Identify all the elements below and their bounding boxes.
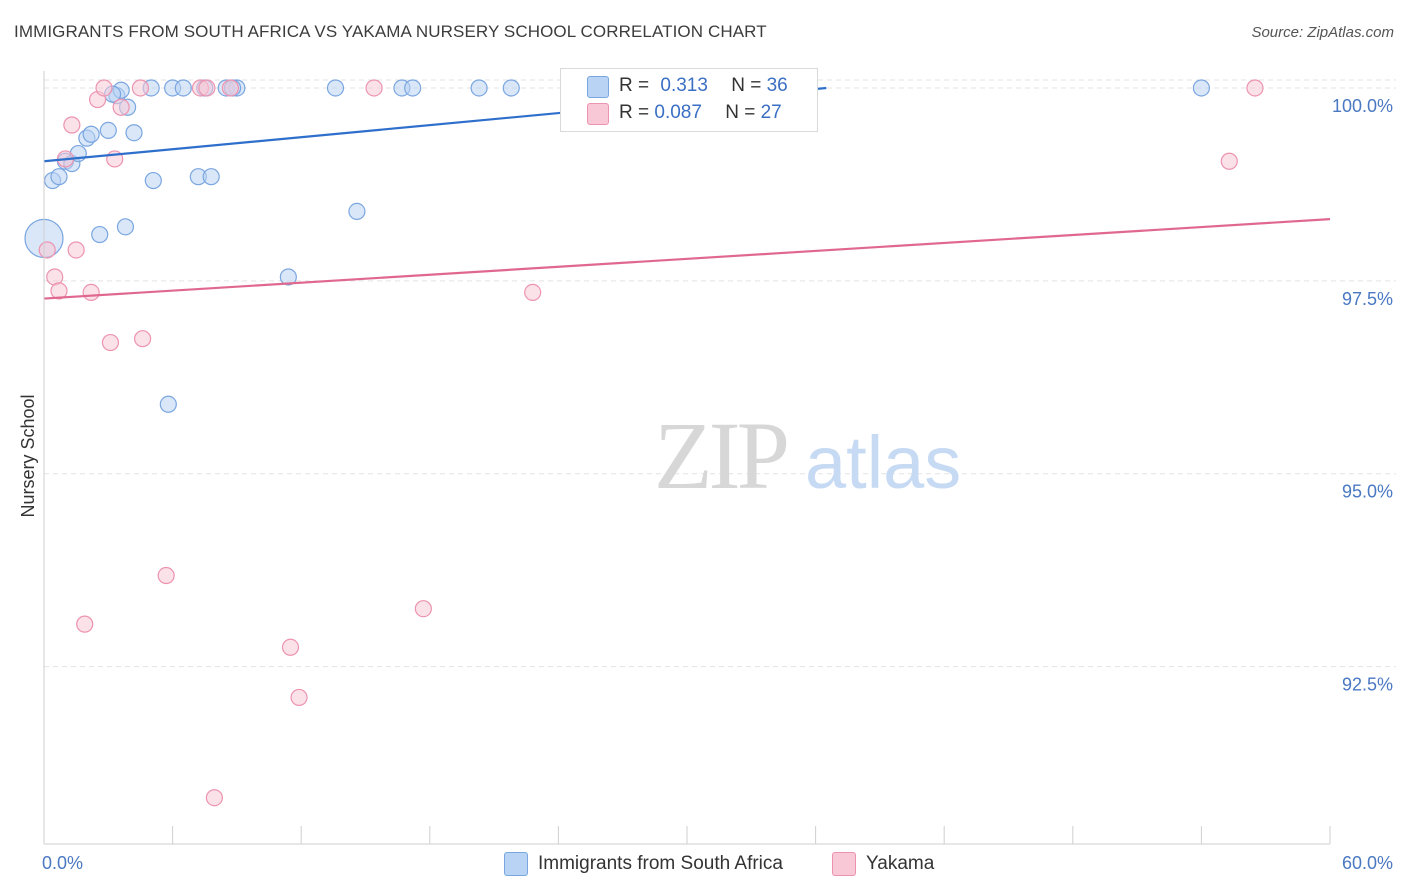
point-south-africa [159,395,177,413]
point-yakama [205,789,223,807]
legend-item-south-africa: Immigrants from South Africa [504,852,783,876]
point-yakama [133,330,152,348]
point-yakama [63,116,81,134]
point-yakama [1246,79,1264,97]
point-south-africa [404,79,422,97]
legend-row-blue: R = 0.313 N = 36 [619,75,788,97]
y-tick-label: 97.5% [1342,289,1393,309]
point-south-africa [116,218,135,236]
point-yakama [414,600,432,618]
legend-n-label: N = [731,75,767,96]
legend-swatch-blue [587,76,609,103]
point-yakama [157,566,175,585]
y-tick-label: 92.5% [1342,675,1393,695]
legend-swatch-pink [587,103,609,130]
point-yakama [221,79,240,97]
point-south-africa [91,225,109,244]
point-yakama [281,638,300,656]
points-layer [24,79,1264,807]
point-south-africa [348,202,366,221]
source-credit: Source: ZipAtlas.com [1251,24,1394,41]
series-legend: Immigrants from South Africa Yakama [0,852,1406,878]
legend-square-icon [504,852,528,876]
legend-item-yakama: Yakama [832,852,934,876]
point-south-africa [279,268,297,286]
x-tick-label: 0.0% [42,853,83,873]
legend-item-label: Immigrants from South Africa [538,853,783,874]
legend-n-value: 36 [766,75,788,96]
point-south-africa [144,171,162,190]
point-south-africa [202,168,220,186]
point-yakama [112,98,130,116]
legend-r-label: R = [619,75,655,96]
point-yakama [38,241,56,259]
point-south-africa [125,124,143,142]
grid-layer [44,79,1396,668]
point-south-africa [174,79,192,97]
legend-r-label: R = [619,102,655,123]
point-south-africa [99,121,117,140]
point-yakama [76,615,94,633]
point-yakama [198,79,216,97]
correlation-legend: R = 0.313 N = 36 R = 0.087 N = 27 [560,68,818,132]
point-yakama [95,79,113,97]
point-south-africa [326,79,345,97]
point-south-africa [50,168,68,186]
legend-r-value: 0.313 [660,75,708,96]
point-south-africa [470,79,488,97]
point-south-africa [1192,79,1211,97]
chart-title: IMMIGRANTS FROM SOUTH AFRICA VS YAKAMA N… [14,22,767,41]
y-axis-label: Nursery School [18,394,38,517]
watermark-atlas: atlas [805,421,961,504]
x-tick-label: 60.0% [1342,853,1393,873]
legend-square-icon [832,852,856,876]
y-tick-label: 95.0% [1342,482,1393,502]
legend-swatch-pink-icon [587,103,609,125]
point-yakama [67,241,85,259]
trend-line-yakama [43,218,1331,300]
y-tick-label: 100.0% [1332,96,1393,116]
point-yakama [131,79,150,97]
point-yakama [101,333,120,352]
watermark-zip: ZIP [654,402,787,509]
point-yakama [1220,152,1238,170]
axis-layer: 100.0% 97.5% 95.0% 92.5% 0.0% 60.0% [42,71,1393,873]
point-south-africa [82,125,100,143]
point-south-africa [502,79,520,97]
point-yakama [524,283,542,302]
point-yakama [365,79,383,97]
point-yakama [82,283,100,302]
point-yakama [50,282,68,300]
legend-r-value: 0.087 [654,102,702,123]
legend-n-label: N = [725,102,761,123]
legend-item-label: Yakama [866,853,935,874]
legend-row-pink: R = 0.087 N = 27 [619,102,782,124]
legend-n-value: 27 [760,102,782,123]
point-yakama [290,688,308,707]
legend-swatch-blue-icon [587,76,609,98]
